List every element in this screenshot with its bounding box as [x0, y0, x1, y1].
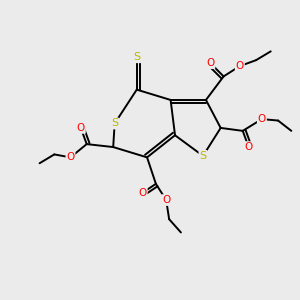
Text: S: S — [111, 118, 118, 128]
Text: S: S — [133, 52, 140, 62]
Text: O: O — [66, 152, 75, 162]
Text: O: O — [244, 142, 253, 152]
Text: O: O — [139, 188, 147, 198]
Text: S: S — [200, 151, 207, 161]
Text: O: O — [206, 58, 214, 68]
Text: O: O — [236, 61, 244, 71]
Text: O: O — [77, 123, 85, 133]
Text: O: O — [258, 114, 266, 124]
Text: O: O — [162, 195, 170, 205]
